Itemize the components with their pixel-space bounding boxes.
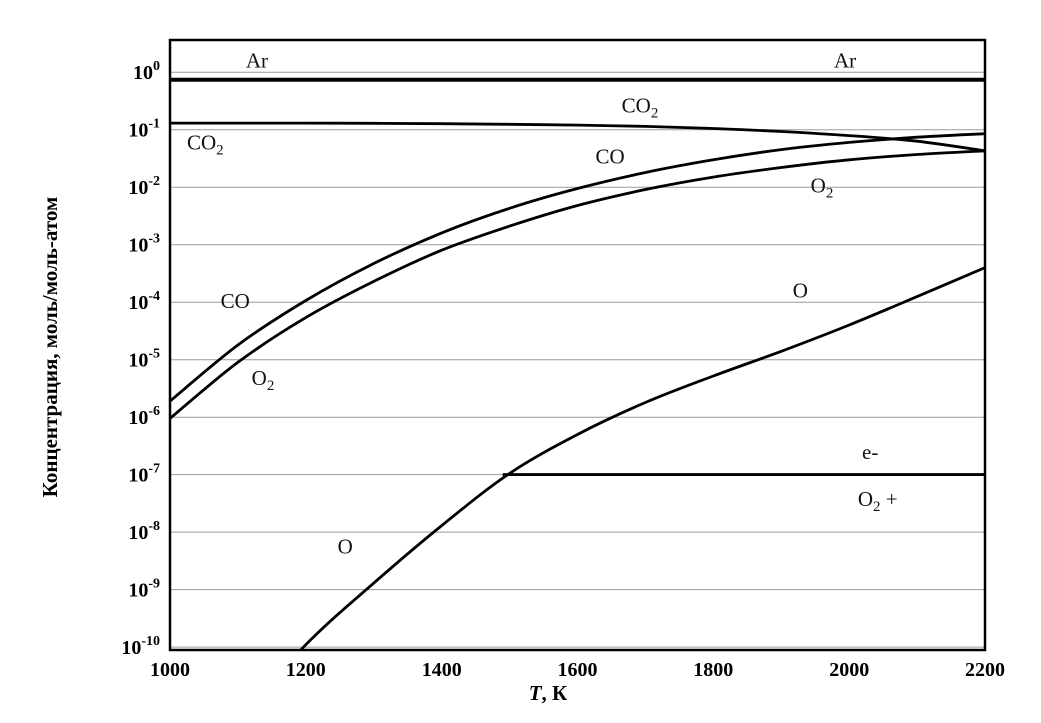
species-label-co: CO xyxy=(221,289,250,313)
x-tick-label-1400: 1400 xyxy=(422,659,462,681)
y-tick-label-1e-2: 10-2 xyxy=(128,174,160,199)
series-o xyxy=(298,266,985,650)
x-tick-label-1200: 1200 xyxy=(286,659,326,681)
species-label-o: O xyxy=(338,535,353,559)
y-tick-label-1e-1: 10-1 xyxy=(128,117,160,142)
species-label-co2: CO2 xyxy=(187,130,224,158)
series-o2 xyxy=(170,149,985,420)
x-tick-label-1600: 1600 xyxy=(558,659,598,681)
species-label-e: e- xyxy=(862,440,878,464)
y-tick-label-1e-6: 10-6 xyxy=(128,404,160,429)
species-label-o2: O2 + xyxy=(858,487,898,515)
y-tick-label-1e-3: 10-3 xyxy=(128,232,160,257)
y-tick-label-1e0: 100 xyxy=(133,59,160,84)
x-axis-title-variable: T xyxy=(529,681,543,705)
x-tick-label-2000: 2000 xyxy=(829,659,869,681)
x-axis-title: T, К xyxy=(529,681,568,705)
species-label-co2: CO2 xyxy=(622,93,659,121)
x-tick-label-1800: 1800 xyxy=(693,659,733,681)
x-axis-title-unit: , К xyxy=(542,681,569,705)
species-label-o2: O2 xyxy=(811,174,834,202)
y-tick-label-1e-5: 10-5 xyxy=(128,347,160,372)
y-axis-title: Концентрация, моль/моль-атом xyxy=(38,197,62,498)
species-label-ar: Ar xyxy=(246,49,268,73)
chart-generated-content: 1000 1200 1400 1600 1800 2000 2200 100 10-1 10-2 1… xyxy=(121,38,1005,681)
x-tick-label-2200: 2200 xyxy=(965,659,1005,681)
species-label-co: CO xyxy=(596,145,625,169)
y-tick-label-1e-9: 10-9 xyxy=(128,577,160,602)
y-tick-label-1e-4: 10-4 xyxy=(128,289,160,314)
series-co xyxy=(170,132,985,403)
plot-border xyxy=(168,38,987,652)
x-tick-label-1000: 1000 xyxy=(150,659,190,681)
y-tick-label-1e-7: 10-7 xyxy=(128,462,160,487)
species-label-ar: Ar xyxy=(834,49,856,73)
species-label-o2: O2 xyxy=(252,366,275,394)
y-tick-label-1e-8: 10-8 xyxy=(128,519,160,544)
series-co2 xyxy=(170,121,985,153)
species-label-o: O xyxy=(793,278,808,302)
y-tick-label-1e-10: 10-10 xyxy=(121,634,160,659)
